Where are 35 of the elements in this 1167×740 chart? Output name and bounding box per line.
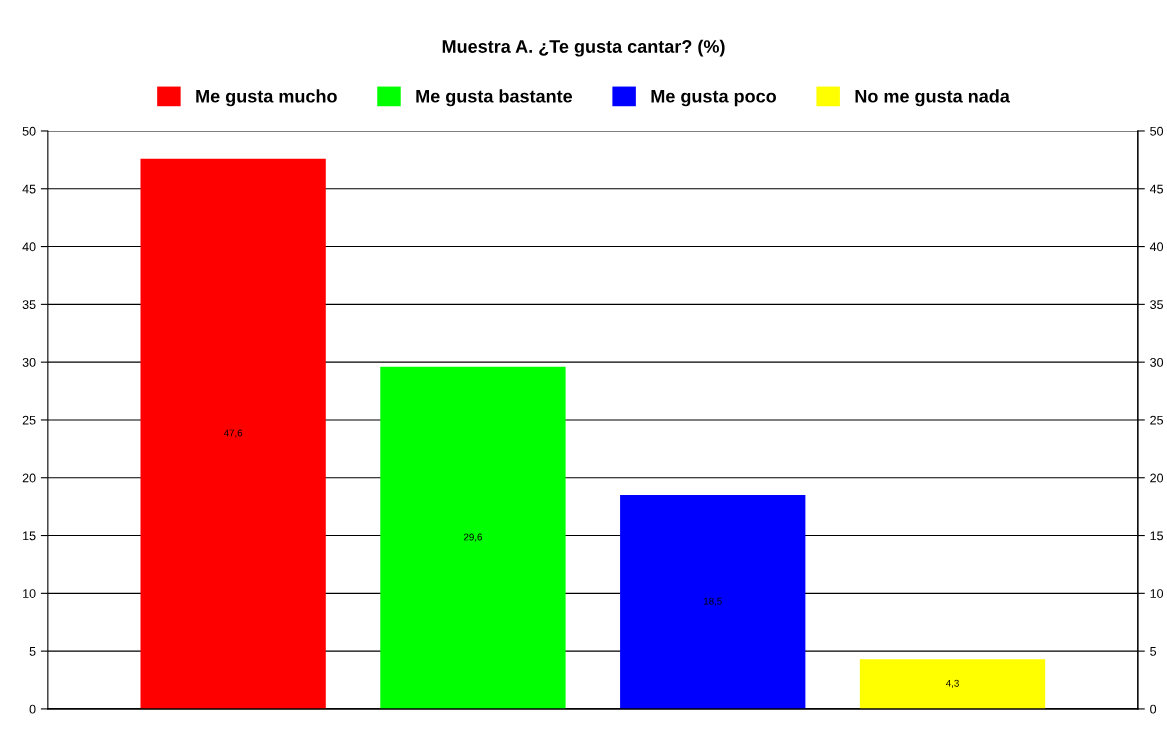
- y-tick-label: 45: [22, 184, 36, 194]
- y2-tick-label: 25: [1150, 415, 1164, 425]
- y2-tick-label: 50: [1150, 126, 1164, 136]
- y2-tick-label: 5: [1150, 647, 1157, 656]
- legend-label: No me gusta nada: [855, 89, 1010, 107]
- y2-tick-label: 30: [1150, 357, 1164, 367]
- y-tick-label: 50: [22, 126, 36, 136]
- bar: [380, 366, 566, 709]
- y-tick-label: 20: [22, 473, 36, 483]
- y-tick-label: 15: [23, 531, 36, 541]
- y2-tick-label: 45: [1149, 184, 1164, 194]
- legend-label: Me gusta bastante: [416, 89, 573, 107]
- y2-tick-label: 35: [1150, 300, 1164, 310]
- y-tick-label: 25: [22, 415, 36, 425]
- bar: [859, 659, 1046, 709]
- y-tick-label: 0: [29, 704, 36, 714]
- y-tick-label: 40: [22, 242, 36, 252]
- data-label: 29,6: [463, 533, 482, 542]
- y-tick-label: 10: [23, 589, 36, 598]
- bar: [620, 495, 806, 709]
- y-tick-label: 30: [22, 357, 36, 367]
- chart-title: Muestra A. ¿Te gusta cantar? (%): [442, 39, 725, 57]
- y2-tick-label: 0: [1150, 704, 1157, 714]
- y2-tick-label: 20: [1150, 473, 1164, 483]
- legend-label: Me gusta poco: [651, 90, 776, 107]
- y2-tick-label: 40: [1149, 242, 1164, 252]
- data-label: 18,5: [704, 597, 722, 606]
- data-label: 4,3: [946, 679, 959, 688]
- bar: [140, 158, 326, 709]
- legend-label: Me gusta mucho: [196, 89, 337, 107]
- data-label: 47,6: [223, 429, 243, 438]
- y2-tick-label: 15: [1150, 531, 1164, 541]
- y-tick-label: 5: [29, 647, 36, 656]
- y-tick-label: 35: [22, 300, 36, 310]
- y2-tick-label: 10: [1150, 589, 1164, 598]
